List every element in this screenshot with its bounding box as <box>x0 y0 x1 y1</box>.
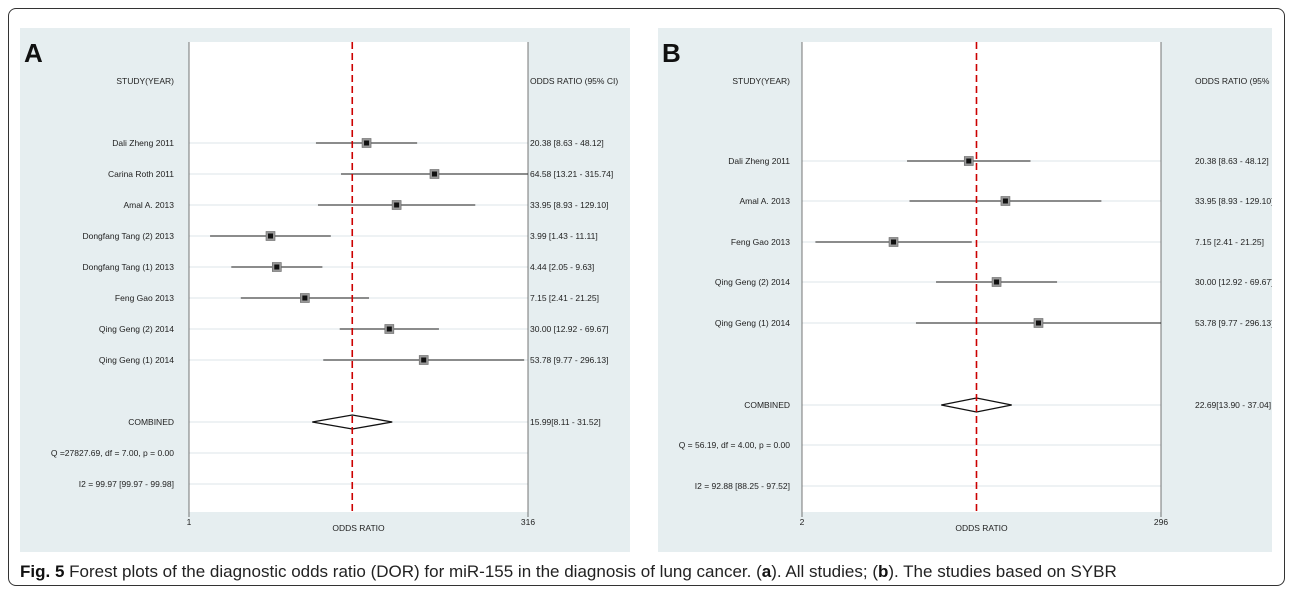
study-label: Feng Gao 2013 <box>731 237 790 247</box>
odds-ratio-value: 20.38 [8.63 - 48.12] <box>530 138 604 148</box>
study-label: Amal A. 2013 <box>123 200 174 210</box>
study-label: Dongfang Tang (1) 2013 <box>82 262 174 272</box>
q-statistic: Q =27827.69, df = 7.00, p = 0.00 <box>51 448 174 458</box>
caption-text-1: Forest plots of the diagnostic odds rati… <box>64 562 762 581</box>
point-estimate <box>274 264 280 270</box>
point-estimate <box>891 239 897 245</box>
panel-letter: A <box>24 38 43 68</box>
caption-ref-b: b <box>877 562 889 581</box>
combined-label: COMBINED <box>744 400 790 410</box>
combined-label: COMBINED <box>128 417 174 427</box>
point-estimate <box>1002 198 1008 204</box>
study-header: STUDY(YEAR) <box>116 76 174 86</box>
panel-letter: B <box>662 38 681 68</box>
caption-fig-label: Fig. 5 <box>20 562 65 581</box>
caption-text-3: ). The studies based on SYBR <box>888 562 1117 581</box>
x-tick-label: 2 <box>800 517 805 527</box>
odds-ratio-value: 53.78 [9.77 - 296.13] <box>530 355 608 365</box>
q-statistic: Q = 56.19, df = 4.00, p = 0.00 <box>679 440 791 450</box>
odds-ratio-value: 33.95 [8.93 - 129.10] <box>1195 196 1272 206</box>
point-estimate <box>431 171 437 177</box>
study-label: Dali Zheng 2011 <box>112 138 174 148</box>
x-axis-title: ODDS RATIO <box>332 523 385 533</box>
x-tick-label: 1 <box>187 517 192 527</box>
figure-caption: Fig. 5 Forest plots of the diagnostic od… <box>20 562 1282 582</box>
study-label: Qing Geng (1) 2014 <box>99 355 174 365</box>
point-estimate <box>1035 320 1041 326</box>
x-axis-title: ODDS RATIO <box>955 523 1008 533</box>
study-label: Dongfang Tang (2) 2013 <box>82 231 174 241</box>
odds-ratio-value: 20.38 [8.63 - 48.12] <box>1195 156 1269 166</box>
combined-value: 15.99[8.11 - 31.52] <box>530 417 601 427</box>
caption-ref-a: a <box>761 562 772 581</box>
i2-statistic: I2 = 92.88 [88.25 - 97.52] <box>695 481 790 491</box>
point-estimate <box>268 233 274 239</box>
point-estimate <box>966 158 972 164</box>
odds-ratio-header: ODDS RATIO (95% CI) <box>1195 76 1272 86</box>
point-estimate <box>994 279 1000 285</box>
plot-area <box>189 42 528 512</box>
odds-ratio-value: 4.44 [2.05 - 9.63] <box>530 262 594 272</box>
forest-plot-b: B STUDY(YEAR) ODDS RATIO (95% CI) Dali Zhen… <box>658 28 1272 552</box>
odds-ratio-value: 64.58 [13.21 - 315.74] <box>530 169 613 179</box>
combined-value: 22.69[13.90 - 37.04] <box>1195 400 1271 410</box>
study-label: Feng Gao 2013 <box>115 293 174 303</box>
forest-plot-a: A STUDY(YEAR) ODDS RATIO (95% CI) Dali Zhen… <box>20 28 630 552</box>
odds-ratio-value: 33.95 [8.93 - 129.10] <box>530 200 608 210</box>
caption-text-2: ). All studies; ( <box>771 562 878 581</box>
odds-ratio-value: 3.99 [1.43 - 11.11] <box>530 231 598 241</box>
i2-statistic: I2 = 99.97 [99.97 - 99.98] <box>79 479 174 489</box>
point-estimate <box>421 357 427 363</box>
study-label: Qing Geng (1) 2014 <box>715 318 790 328</box>
study-label: Amal A. 2013 <box>739 196 790 206</box>
x-tick-label: 316 <box>521 517 535 527</box>
odds-ratio-value: 7.15 [2.41 - 21.25] <box>1195 237 1264 247</box>
figure-frame <box>8 8 1285 586</box>
odds-ratio-header: ODDS RATIO (95% CI) <box>530 76 618 86</box>
study-label: Dali Zheng 2011 <box>728 156 790 166</box>
odds-ratio-value: 53.78 [9.77 - 296.13] <box>1195 318 1272 328</box>
study-label: Qing Geng (2) 2014 <box>715 277 790 287</box>
odds-ratio-value: 7.15 [2.41 - 21.25] <box>530 293 599 303</box>
plot-area <box>802 42 1161 512</box>
study-header: STUDY(YEAR) <box>732 76 790 86</box>
point-estimate <box>394 202 400 208</box>
study-label: Carina Roth 2011 <box>108 169 174 179</box>
point-estimate <box>364 140 370 146</box>
odds-ratio-value: 30.00 [12.92 - 69.67] <box>530 324 608 334</box>
point-estimate <box>386 326 392 332</box>
x-tick-label: 296 <box>1154 517 1168 527</box>
odds-ratio-value: 30.00 [12.92 - 69.67] <box>1195 277 1272 287</box>
point-estimate <box>302 295 308 301</box>
study-label: Qing Geng (2) 2014 <box>99 324 174 334</box>
